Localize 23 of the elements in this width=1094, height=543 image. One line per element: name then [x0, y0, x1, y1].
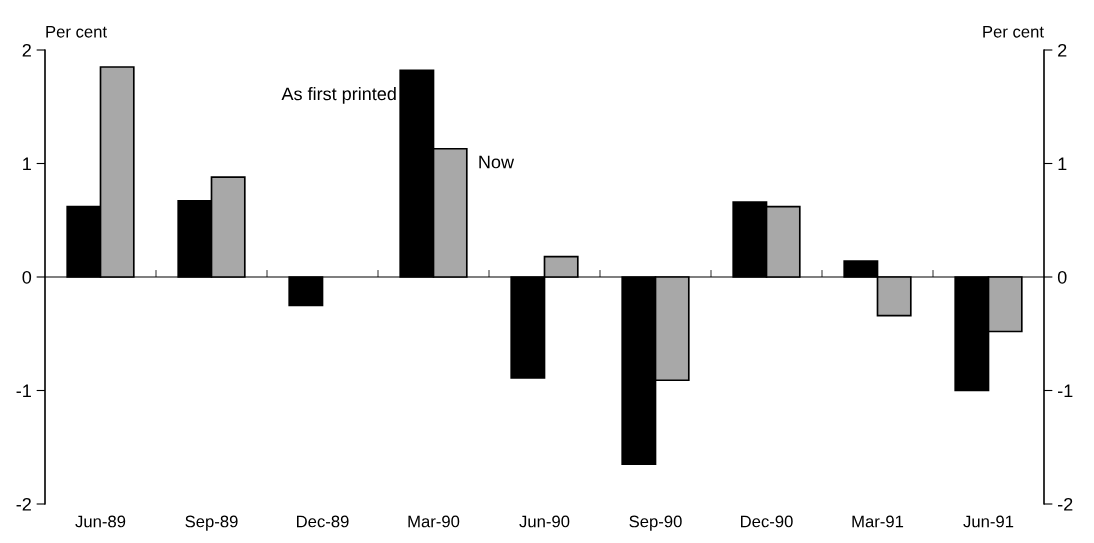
y2-tick-label: 0: [1057, 270, 1067, 284]
x-tick-label: Dec-89: [297, 515, 349, 528]
y2-axis-title: Per cent: [983, 26, 1044, 38]
y-tick-label: 1: [23, 157, 31, 171]
y-tick-label: -1: [16, 384, 31, 398]
x-tick-label: Mar-90: [408, 515, 460, 528]
x-tick-label: Sep-89: [185, 515, 238, 531]
y-tick-label: -2: [16, 497, 31, 511]
y-axis-title: Per cent: [46, 26, 107, 38]
y2-tick-label: -2: [1058, 497, 1073, 511]
y2-tick-label: -1: [1058, 384, 1073, 398]
x-tick-label: Jun-89: [75, 515, 126, 528]
y2-tick-label: 2: [1058, 43, 1067, 57]
x-tick-label: Sep-90: [629, 515, 682, 531]
x-tick-label: Jun-90: [519, 515, 570, 528]
y-tick-label: 2: [22, 43, 31, 57]
y-tick-label: 0: [22, 270, 32, 284]
annotation: Now: [479, 155, 515, 169]
x-tick-label: Dec-90: [741, 515, 793, 528]
x-tick-label: Mar-91: [852, 515, 904, 528]
x-tick-label: Jun-91: [963, 515, 1014, 528]
y2-tick-label: 1: [1058, 157, 1067, 171]
annotation: As first printed: [281, 86, 396, 104]
